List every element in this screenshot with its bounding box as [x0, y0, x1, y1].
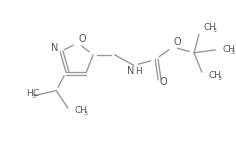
Text: 3: 3	[32, 94, 36, 99]
Text: CH: CH	[75, 107, 88, 115]
Text: CH: CH	[204, 23, 217, 32]
Text: CH: CH	[209, 71, 222, 80]
Text: N: N	[127, 66, 135, 76]
Text: H: H	[26, 89, 33, 98]
Text: 3: 3	[212, 28, 216, 33]
Text: O: O	[174, 37, 181, 47]
Text: CH: CH	[222, 45, 235, 54]
Text: H: H	[135, 67, 142, 76]
Text: O: O	[159, 77, 167, 87]
Text: 3: 3	[84, 111, 88, 116]
Text: 3: 3	[217, 76, 221, 80]
Text: N: N	[51, 43, 58, 53]
Text: O: O	[79, 34, 86, 44]
Text: C: C	[33, 89, 39, 98]
Text: 3: 3	[231, 50, 235, 55]
